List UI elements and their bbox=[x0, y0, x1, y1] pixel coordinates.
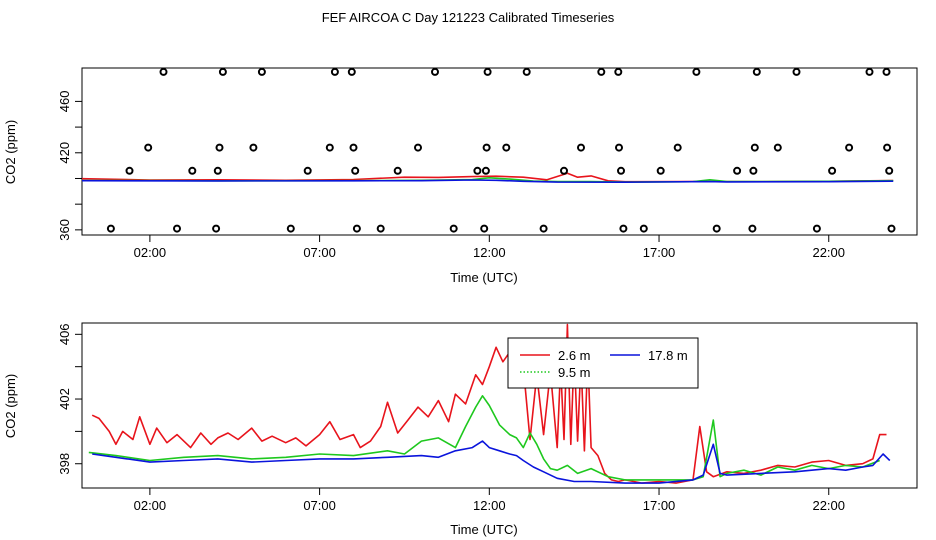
bottom-panel: 02:00 07:00 12:00 17:00 22:00 398 402 406 2.6 m… bbox=[3, 322, 918, 537]
data-marker bbox=[617, 166, 625, 175]
legend-label: 9.5 m bbox=[558, 365, 591, 380]
data-marker bbox=[887, 224, 896, 233]
data-marker bbox=[352, 224, 361, 233]
data-marker bbox=[482, 143, 491, 152]
data-marker bbox=[431, 67, 439, 76]
data-marker bbox=[752, 67, 761, 76]
y-tick-label: 402 bbox=[57, 388, 72, 410]
data-marker bbox=[376, 224, 385, 233]
data-marker bbox=[213, 166, 222, 175]
data-marker bbox=[656, 166, 665, 175]
data-marker bbox=[349, 143, 358, 152]
data-marker bbox=[539, 224, 548, 233]
top-panel: 02:00 07:00 12:00 17:00 22:00 360 420 460 Time … bbox=[3, 67, 918, 285]
x-tick-label: 17:00 bbox=[643, 245, 676, 260]
data-marker bbox=[828, 166, 837, 175]
bottom-y-axis-label: CO2 (ppm) bbox=[3, 374, 18, 438]
y-tick-label: 360 bbox=[57, 219, 72, 241]
data-marker bbox=[882, 67, 891, 76]
data-marker bbox=[173, 224, 181, 233]
data-marker bbox=[522, 67, 531, 76]
data-marker bbox=[673, 143, 682, 152]
legend-label: 17.8 m bbox=[648, 348, 688, 363]
data-marker bbox=[748, 224, 757, 233]
data-marker bbox=[286, 224, 295, 233]
data-marker bbox=[597, 67, 606, 76]
x-tick-label: 07:00 bbox=[303, 245, 336, 260]
data-marker bbox=[883, 143, 892, 152]
x-tick-label: 17:00 bbox=[643, 498, 676, 513]
y-tick-label: 460 bbox=[57, 91, 72, 113]
bottom-plot-frame bbox=[81, 322, 918, 489]
x-tick-label: 22:00 bbox=[812, 498, 845, 513]
data-marker bbox=[692, 67, 701, 76]
series-line-h178 bbox=[81, 179, 894, 183]
data-marker bbox=[560, 166, 568, 175]
data-marker bbox=[792, 67, 801, 76]
x-tick-label: 22:00 bbox=[812, 245, 845, 260]
x-tick-label: 02:00 bbox=[134, 498, 167, 513]
legend: 2.6 m 17.8 m 9.5 m bbox=[507, 337, 699, 389]
top-x-axis-label: Time (UTC) bbox=[450, 270, 517, 285]
legend-box bbox=[507, 337, 699, 389]
data-marker bbox=[481, 166, 490, 175]
data-marker bbox=[449, 224, 458, 233]
series-line-h26 bbox=[91, 323, 887, 484]
data-marker bbox=[212, 224, 221, 233]
data-marker bbox=[159, 67, 168, 76]
y-tick-label: 420 bbox=[57, 142, 72, 164]
data-marker bbox=[325, 143, 334, 152]
data-marker bbox=[712, 224, 721, 233]
x-tick-label: 12:00 bbox=[473, 245, 506, 260]
series-line-h95 bbox=[88, 394, 880, 481]
data-marker bbox=[144, 143, 153, 152]
data-marker bbox=[773, 143, 782, 152]
data-marker bbox=[812, 224, 821, 233]
data-marker bbox=[218, 67, 227, 76]
data-marker bbox=[125, 166, 134, 175]
data-marker bbox=[845, 143, 854, 152]
chart-title: FEF AIRCOA C Day 121223 Calibrated Times… bbox=[322, 10, 615, 25]
data-marker bbox=[303, 166, 312, 175]
data-marker bbox=[249, 143, 258, 152]
data-marker bbox=[215, 143, 224, 152]
y-tick-label: 406 bbox=[57, 323, 72, 345]
data-marker bbox=[577, 143, 585, 152]
data-marker bbox=[502, 143, 511, 152]
data-marker bbox=[614, 67, 623, 76]
data-marker bbox=[347, 67, 356, 76]
data-marker bbox=[393, 166, 402, 175]
legend-label: 2.6 m bbox=[558, 348, 591, 363]
top-y-axis-label: CO2 (ppm) bbox=[3, 120, 18, 184]
top-plot-frame bbox=[81, 67, 918, 236]
data-marker bbox=[639, 224, 648, 233]
bottom-x-axis-label: Time (UTC) bbox=[450, 522, 517, 537]
data-marker bbox=[480, 224, 489, 233]
data-marker bbox=[257, 67, 266, 76]
data-marker bbox=[619, 224, 628, 233]
data-marker bbox=[615, 143, 623, 152]
data-marker bbox=[885, 166, 894, 175]
data-marker bbox=[733, 166, 742, 175]
data-marker bbox=[330, 67, 339, 76]
data-marker bbox=[188, 166, 197, 175]
x-tick-label: 07:00 bbox=[303, 498, 336, 513]
data-marker bbox=[351, 166, 360, 175]
data-marker bbox=[106, 224, 115, 233]
series-line-h178 bbox=[92, 440, 891, 484]
x-tick-label: 12:00 bbox=[473, 498, 506, 513]
x-tick-label: 02:00 bbox=[134, 245, 167, 260]
data-marker bbox=[473, 166, 482, 175]
data-marker bbox=[749, 166, 758, 175]
data-marker bbox=[750, 143, 759, 152]
data-marker bbox=[865, 67, 874, 76]
y-tick-label: 398 bbox=[57, 453, 72, 475]
data-marker bbox=[483, 67, 492, 76]
data-marker bbox=[414, 143, 422, 152]
